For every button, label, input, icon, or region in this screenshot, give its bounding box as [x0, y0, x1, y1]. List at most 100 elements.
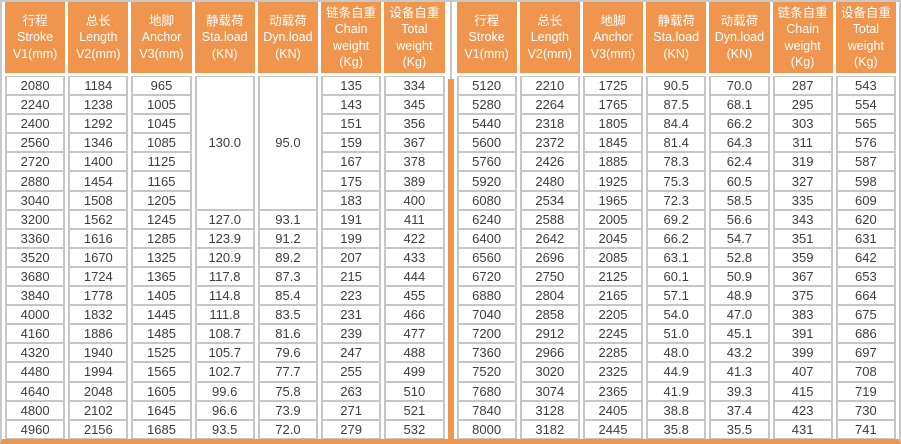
table-cell: 4480 — [5, 362, 66, 382]
table-cell: 38.8 — [646, 400, 707, 420]
table-cell: 7360 — [456, 343, 517, 363]
table-body-right: 5120 2210 1725 90.5 70.0 287 543 5280 2264 1765 87… — [456, 76, 896, 439]
table-cell: 2426 — [519, 152, 580, 172]
column-header-static-load: 静载荷 Sta.load (KN) — [646, 2, 707, 76]
table-cell: 378 — [384, 152, 445, 172]
table-cell: 8000 — [456, 419, 517, 439]
table-cell: 1565 — [131, 362, 192, 382]
table-cell: 1292 — [68, 114, 129, 134]
table-cell: 1400 — [68, 152, 129, 172]
table-row: 7360 2966 2285 48.0 43.2 399 697 — [456, 343, 896, 363]
table-row: 5440 2318 1805 84.4 66.2 303 565 — [456, 114, 896, 134]
table-divider — [447, 2, 454, 439]
table-cell: 1886 — [68, 324, 129, 344]
table-cell: 63.1 — [646, 247, 707, 267]
table-cell: 1238 — [68, 95, 129, 115]
table-cell: 565 — [835, 114, 896, 134]
table-cell: 6400 — [456, 228, 517, 248]
table-cell: 5440 — [456, 114, 517, 134]
table-cell: 2045 — [582, 228, 644, 248]
table-cell: 375 — [772, 286, 833, 306]
table-cell: 102.7 — [194, 362, 255, 382]
table-cell: 2480 — [519, 171, 580, 191]
table-cell: 1616 — [68, 228, 129, 248]
table-cell: 1925 — [582, 171, 644, 191]
table-cell: 2966 — [519, 343, 580, 363]
table-cell: 73.9 — [257, 400, 319, 420]
table-body-left: 2080 1184 965 130.0 95.0 135 334 2240 1238 1005 14… — [5, 76, 445, 439]
table-cell: 367 — [384, 133, 445, 153]
column-header-total-weight: 设备自重 Total weight (Kg) — [835, 2, 896, 76]
table-cell: 7680 — [456, 381, 517, 401]
table-row: 2080 1184 965 130.0 95.0 135 334 — [5, 76, 445, 210]
table-cell: 39.3 — [709, 381, 770, 401]
table-cell: 433 — [384, 247, 445, 267]
table-cell: 741 — [835, 419, 896, 439]
table-cell: 75.8 — [257, 381, 319, 401]
table-row: 7040 2858 2205 54.0 47.0 383 675 — [456, 305, 896, 325]
table-cell: 54.0 — [646, 305, 707, 325]
table-row: 3360 1616 1285 123.9 91.2 199 422 — [5, 228, 445, 248]
table-cell: 554 — [835, 95, 896, 115]
table-cell: 3040 — [5, 190, 66, 210]
table-cell: 2696 — [519, 247, 580, 267]
table-cell: 2102 — [68, 400, 129, 420]
table-cell: 3182 — [519, 419, 580, 439]
table-cell: 87.5 — [646, 95, 707, 115]
table-cell: 389 — [384, 171, 445, 191]
table-cell: 415 — [772, 381, 833, 401]
table-cell: 78.3 — [646, 152, 707, 172]
table-cell: 111.8 — [194, 305, 255, 325]
table-cell: 81.6 — [257, 324, 319, 344]
table-cell: 2642 — [519, 228, 580, 248]
table-cell: 499 — [384, 362, 445, 382]
table-cell: 48.0 — [646, 343, 707, 363]
spec-table-right-panel: 行程 Stroke V1(mm) 总长 Length V2(mm) 地脚 Anc… — [454, 2, 900, 439]
table-cell: 2264 — [519, 95, 580, 115]
table-cell: 311 — [772, 133, 833, 153]
table-cell: 3128 — [519, 400, 580, 420]
table-row: 4000 1832 1445 111.8 83.5 231 466 — [5, 305, 445, 325]
table-cell: 6240 — [456, 209, 517, 229]
table-cell: 35.8 — [646, 419, 707, 439]
table-cell: 1205 — [131, 190, 192, 210]
table-cell: 335 — [772, 190, 833, 210]
table-cell: 58.5 — [709, 190, 770, 210]
spec-table-left: 行程 Stroke V1(mm) 总长 Length V2(mm) 地脚 Anc… — [2, 2, 448, 439]
table-cell: 455 — [384, 286, 445, 306]
table-cell: 1508 — [68, 190, 129, 210]
table-cell: 303 — [772, 114, 833, 134]
table-cell: 7520 — [456, 362, 517, 382]
column-header-static-load: 静载荷 Sta.load (KN) — [194, 2, 255, 76]
table-cell: 2445 — [582, 419, 644, 439]
column-header-length: 总长 Length V2(mm) — [519, 2, 580, 76]
table-cell: 1184 — [68, 76, 129, 96]
table-cell: 6880 — [456, 286, 517, 306]
table-cell: 85.4 — [257, 286, 319, 306]
table-row: 8000 3182 2445 35.8 35.5 431 741 — [456, 419, 896, 439]
table-cell: 1885 — [582, 152, 644, 172]
table-cell: 247 — [321, 343, 382, 363]
table-cell: 1765 — [582, 95, 644, 115]
table-cell: 135 — [321, 76, 382, 96]
table-cell: 89.2 — [257, 247, 319, 267]
table-cell: 62.4 — [709, 152, 770, 172]
table-row: 7520 3020 2325 44.9 41.3 407 708 — [456, 362, 896, 382]
table-row: 5920 2480 1925 75.3 60.5 327 598 — [456, 171, 896, 191]
table-cell: 151 — [321, 114, 382, 134]
table-cell: 411 — [384, 209, 445, 229]
table-cell: 2240 — [5, 95, 66, 115]
column-header-dynamic-load: 动载荷 Dyn.load (KN) — [709, 2, 770, 76]
table-cell: 44.9 — [646, 362, 707, 382]
table-cell: 488 — [384, 343, 445, 363]
table-cell: 1725 — [582, 76, 644, 96]
table-cell: 345 — [384, 95, 445, 115]
table-cell: 120.9 — [194, 247, 255, 267]
table-cell: 6720 — [456, 266, 517, 287]
table-cell: 50.9 — [709, 266, 770, 287]
table-cell: 99.6 — [194, 381, 255, 401]
table-cell: 83.5 — [257, 305, 319, 325]
table-row: 2720 1400 1125 167 378 — [5, 152, 445, 172]
table-cell: 1724 — [68, 266, 129, 287]
